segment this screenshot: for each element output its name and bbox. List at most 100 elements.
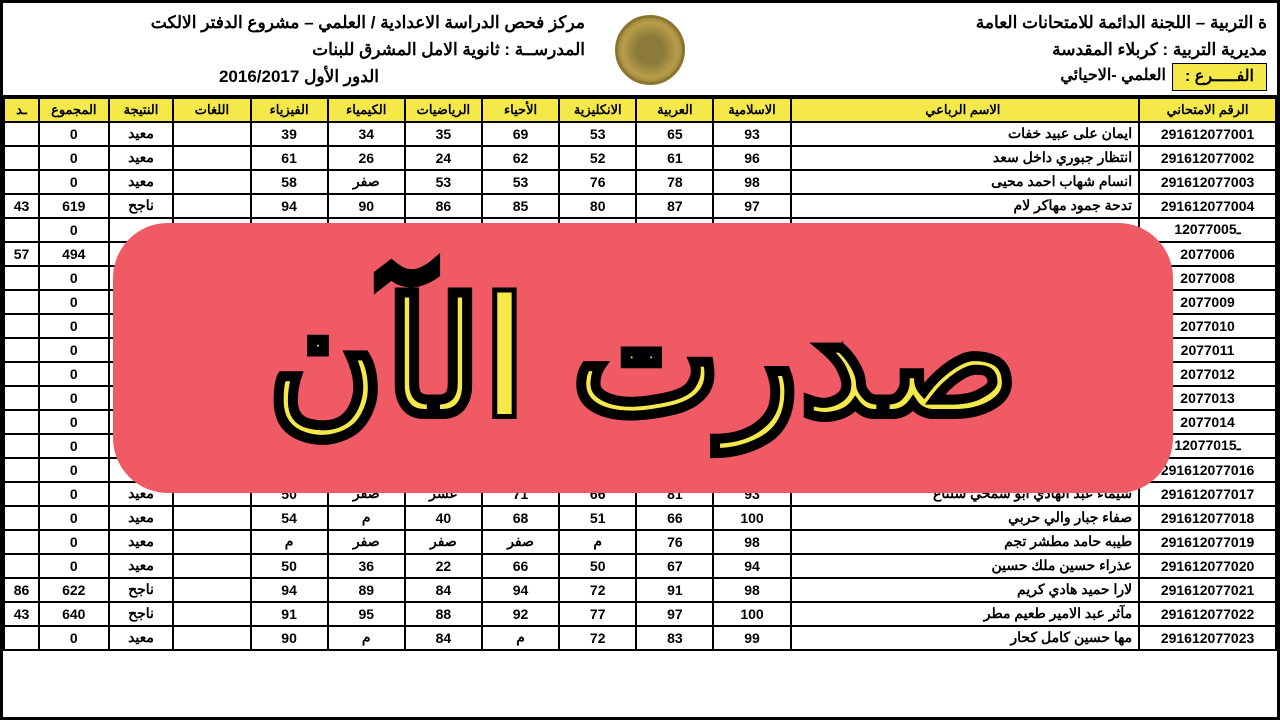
cell: تدحة جمود مهاكر لام [791,194,1139,218]
cell: 291612077004 [1139,194,1276,218]
cell: 84 [405,626,482,650]
cell: 0 [39,506,109,530]
cell: 0 [39,146,109,170]
col-header: المجموع [39,98,109,122]
col-header: الانكليزية [559,98,636,122]
cell: 97 [636,602,713,626]
cell: 96 [713,146,790,170]
cell: 54 [251,506,328,530]
cell: 52 [559,146,636,170]
cell: 0 [39,434,109,458]
cell: 91 [636,578,713,602]
cell [4,530,39,554]
school-line: المدرســة : ثانوية الامل المشرق للبنات [13,36,585,63]
cell: انسام شهاب احمد محيى [791,170,1139,194]
cell: 0 [39,410,109,434]
session-line: الدور الأول 2016/2017 [13,63,585,90]
cell: 86 [405,194,482,218]
cell: ـ12077005 [1139,218,1276,242]
cell: 76 [636,530,713,554]
cell: 72 [559,578,636,602]
cell: 61 [636,146,713,170]
cell: عذراء حسين ملك حسين [791,554,1139,578]
cell: 0 [39,314,109,338]
cell: 291612077017 [1139,482,1276,506]
cell: 43 [4,602,39,626]
table-row: 291612077023مها حسين كامل كحار998372م84م… [4,626,1276,650]
cell: 0 [39,386,109,410]
cell: مآثر عبد الامير طعيم مطر [791,602,1139,626]
cell [173,170,250,194]
cell: 93 [713,122,790,146]
cell: 53 [405,170,482,194]
cell: 94 [482,578,559,602]
committee-line: ة التربية – اللجنة الدائمة للامتحانات ال… [695,9,1267,36]
cell: 61 [251,146,328,170]
col-header: الكيمياء [328,98,405,122]
cell: 94 [251,194,328,218]
cell: 83 [636,626,713,650]
ministry-logo [615,15,685,85]
cell: معيد [109,530,174,554]
cell: ايمان على عبيد خفات [791,122,1139,146]
table-row: 291612077022مآثر عبد الامير طعيم مطر1009… [4,602,1276,626]
col-header: الرياضيات [405,98,482,122]
cell: 66 [636,506,713,530]
cell: م [559,530,636,554]
cell: 66 [482,554,559,578]
cell: 88 [405,602,482,626]
cell: 50 [559,554,636,578]
cell: 98 [713,578,790,602]
cell: لارا حميد هادي كريم [791,578,1139,602]
col-header: الأحياء [482,98,559,122]
cell: 53 [482,170,559,194]
cell: صفر [328,530,405,554]
table-header-row: الرقم الامتحانيالاسم الرباعيالاسلاميةالع… [4,98,1276,122]
table-row: 291612077019طيبه حامد مطشر تجم9876مصفرصف… [4,530,1276,554]
document-header: ة التربية – اللجنة الدائمة للامتحانات ال… [3,3,1277,97]
directorate-line: مديرية التربية : كربلاء المقدسة [695,36,1267,63]
cell [173,530,250,554]
branch-label: الفـــــرع : [1172,63,1267,91]
cell: 43 [4,194,39,218]
cell: صفر [328,170,405,194]
announcement-overlay: صدرت الآن [113,223,1173,493]
cell: 72 [559,626,636,650]
col-header: العربية [636,98,713,122]
cell: 494 [39,242,109,266]
cell: 39 [251,122,328,146]
cell: ناجح [109,578,174,602]
cell: 51 [559,506,636,530]
cell: م [328,626,405,650]
col-header: الفيزياء [251,98,328,122]
table-row: 291612077002انتظار جبوري داخل سعد9661526… [4,146,1276,170]
cell: 69 [482,122,559,146]
cell [4,338,39,362]
cell: ناجح [109,194,174,218]
cell: 291612077021 [1139,578,1276,602]
cell [173,554,250,578]
cell [4,506,39,530]
cell: 65 [636,122,713,146]
cell: 291612077018 [1139,506,1276,530]
cell: 91 [251,602,328,626]
cell: معيد [109,170,174,194]
cell: 57 [4,242,39,266]
cell: 291612077022 [1139,602,1276,626]
cell: 94 [251,578,328,602]
cell: 100 [713,602,790,626]
cell: 0 [39,122,109,146]
cell: 80 [559,194,636,218]
cell: مها حسين كامل كحار [791,626,1139,650]
cell: 67 [636,554,713,578]
cell: ناجح [109,602,174,626]
cell: 89 [328,578,405,602]
cell: 619 [39,194,109,218]
cell [4,266,39,290]
cell [4,410,39,434]
cell: 0 [39,626,109,650]
cell: 100 [713,506,790,530]
col-header: النتيجة [109,98,174,122]
cell: 622 [39,578,109,602]
cell [173,506,250,530]
